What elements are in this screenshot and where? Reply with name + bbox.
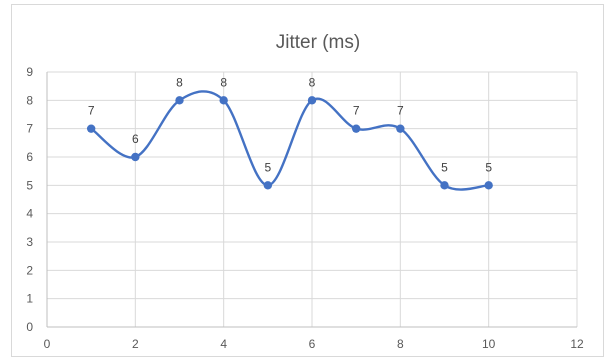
x-tick-label: 4 — [220, 337, 227, 351]
data-label: 5 — [485, 160, 492, 174]
y-tick-label: 7 — [26, 122, 33, 136]
gridlines — [47, 71, 578, 327]
data-label: 7 — [88, 104, 95, 118]
data-label: 7 — [397, 104, 404, 118]
data-point-marker — [263, 181, 273, 190]
data-point-marker — [396, 124, 405, 133]
data-label: 5 — [441, 160, 448, 174]
data-labels: 7 6 8 8 5 8 7 7 5 5 — [88, 75, 492, 174]
data-label: 8 — [309, 75, 316, 89]
y-tick-label: 0 — [26, 320, 33, 334]
data-point-marker — [175, 96, 184, 105]
data-label: 7 — [353, 104, 360, 118]
y-tick-label: 9 — [26, 65, 33, 79]
data-point-marker — [219, 96, 228, 105]
series-line — [89, 90, 490, 191]
y-tick-label: 6 — [26, 150, 33, 164]
data-point-marker — [484, 181, 493, 190]
data-label: 6 — [132, 132, 139, 146]
data-label: 8 — [176, 75, 183, 89]
x-tick-label: 12 — [570, 337, 584, 351]
data-point-marker — [440, 181, 449, 190]
x-tick-label: 6 — [309, 337, 316, 351]
y-tick-label: 3 — [26, 235, 33, 249]
data-point-marker — [131, 152, 140, 162]
series-group — [86, 90, 493, 191]
y-tick-label: 2 — [26, 263, 33, 277]
data-point-marker — [351, 124, 361, 133]
chart-title: Jitter (ms) — [276, 32, 360, 53]
data-label: 5 — [264, 160, 271, 174]
data-point-marker — [86, 124, 96, 133]
x-tick-label: 2 — [132, 337, 139, 351]
y-tick-label: 5 — [26, 178, 33, 192]
data-label: 8 — [220, 75, 227, 89]
y-tick-label: 4 — [26, 207, 33, 221]
y-tick-label: 8 — [26, 93, 33, 107]
data-point-marker — [307, 96, 317, 105]
y-tick-label: 1 — [26, 292, 33, 306]
x-tick-label: 8 — [397, 337, 404, 351]
x-tick-label: 0 — [44, 337, 51, 351]
x-tick-label: 10 — [482, 337, 496, 351]
